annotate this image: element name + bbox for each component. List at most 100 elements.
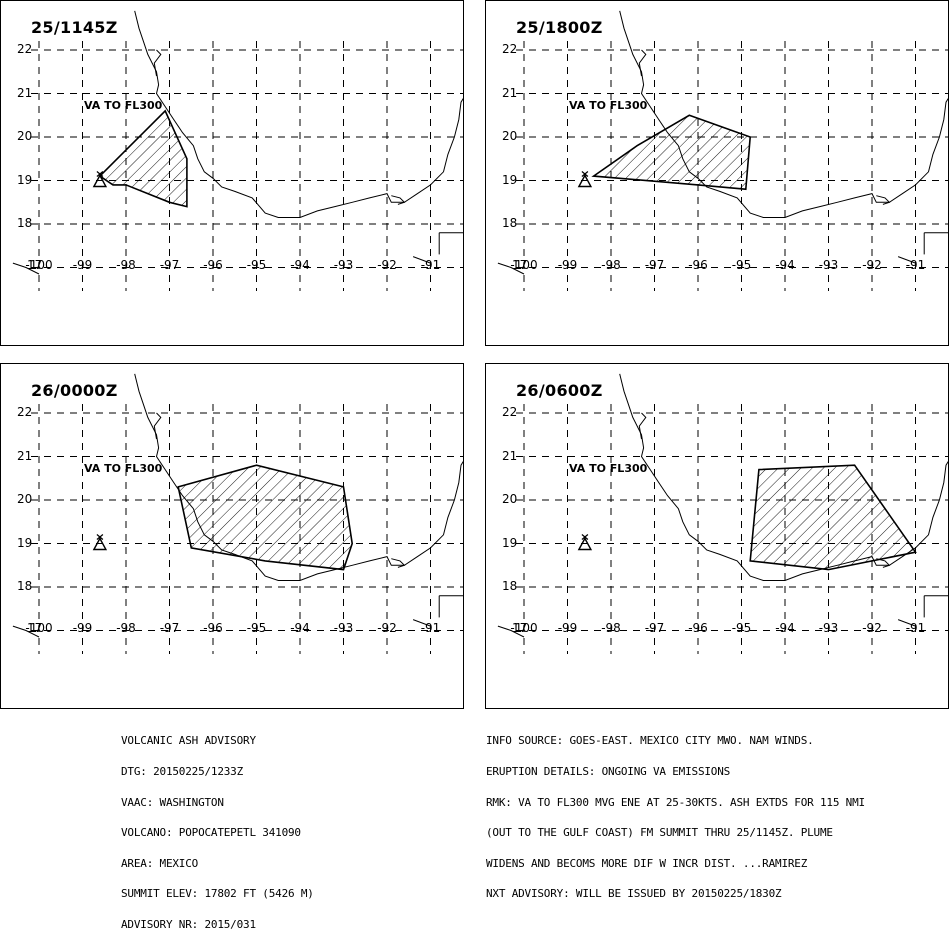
advisory-remarks-block: INFO SOURCE: GOES-EAST. MEXICO CITY MWO.…: [486, 716, 865, 910]
longitude-label: -98: [601, 258, 621, 272]
coastline: [497, 262, 525, 275]
longitude-label: -99: [72, 621, 93, 635]
longitude-label: -99: [557, 258, 578, 272]
latitude-label: 21: [502, 85, 518, 100]
forecast-map: [497, 373, 948, 654]
ash-height-label: VA TO FL300: [84, 99, 163, 112]
longitude-label: -98: [601, 621, 621, 635]
advisory-line: VAAC: WASHINGTON: [121, 795, 224, 809]
longitude-label: -96: [203, 621, 223, 635]
latitude-label: 18: [502, 579, 518, 593]
latitude-label: 19: [502, 172, 518, 187]
coastline: [12, 262, 40, 275]
ash-cloud-polygon: [177, 464, 354, 571]
latitude-label: 22: [17, 405, 33, 419]
graticule: [516, 404, 948, 654]
longitude-label: -99: [557, 621, 578, 635]
forecast-panel: 25/1800Z VA TO FL300 22 21 20 19 18 17 -100 -99 -9…: [485, 0, 949, 346]
longitude-label: -93: [333, 258, 354, 272]
remarks-line: ERUPTION DETAILS: ONGOING VA EMISSIONS: [486, 765, 731, 779]
coastline: [134, 373, 463, 581]
longitude-label: -91: [420, 621, 441, 635]
latitude-label: 17: [512, 258, 528, 272]
coastline: [412, 619, 431, 627]
ash-cloud-polygon: [591, 114, 752, 191]
advisory-line: DTG: 20150225/1233Z: [121, 765, 244, 779]
panel-valid-time: 25/1145Z: [31, 18, 118, 37]
panel-valid-time: 26/0000Z: [31, 381, 118, 400]
latitude-label: 18: [17, 216, 33, 230]
coastline: [619, 10, 948, 218]
graticule: [516, 41, 948, 291]
coastline: [876, 195, 891, 205]
graticule: [31, 404, 463, 654]
latitude-label: 19: [17, 535, 33, 550]
graticule: [31, 41, 463, 291]
ash-height-label: VA TO FL300: [84, 462, 163, 475]
coastline: [12, 625, 40, 638]
latitude-label: 21: [17, 448, 33, 463]
volcano-icon: [92, 171, 108, 188]
longitude-label: -100: [25, 621, 53, 635]
advisory-line: AREA: MEXICO: [121, 856, 199, 870]
longitude-label: -96: [203, 258, 223, 272]
longitude-label: -92: [862, 258, 882, 272]
longitude-label: -95: [731, 621, 752, 635]
longitude-label: -95: [731, 258, 752, 272]
coastline: [153, 412, 162, 440]
latitude-label: 20: [502, 129, 518, 143]
remarks-line: NXT ADVISORY: WILL BE ISSUED BY 20150225…: [486, 887, 782, 901]
ash-cloud-polygon: [749, 464, 917, 571]
ash-height-label: VA TO FL300: [569, 462, 648, 475]
latitude-label: 21: [502, 448, 518, 463]
coastline: [897, 256, 916, 264]
longitude-label: -93: [333, 621, 354, 635]
latitude-label: 17: [27, 621, 43, 635]
longitude-label: -92: [377, 258, 397, 272]
forecast-panel: 26/0000Z VA TO FL300 22 21 20 19 18 17 -100 -99 -9…: [0, 363, 464, 709]
longitude-label: -91: [905, 258, 926, 272]
forecast-panel: 26/0600Z VA TO FL300 22 21 20 19 18 17 -100 -99 -9…: [485, 363, 949, 709]
latitude-label: 20: [17, 129, 33, 143]
longitude-label: -96: [688, 621, 708, 635]
coastline: [638, 412, 647, 440]
coastline: [638, 49, 647, 77]
latitude-label: 20: [502, 492, 518, 506]
longitude-label: -96: [688, 258, 708, 272]
coastline: [497, 625, 525, 638]
advisory-line: VOLCANO: POPOCATEPETL 341090: [121, 826, 301, 840]
coastline: [391, 195, 406, 205]
longitude-label: -92: [377, 621, 397, 635]
coastline: [134, 10, 463, 218]
longitude-label: -97: [159, 258, 180, 272]
ash-height-label: VA TO FL300: [569, 99, 648, 112]
longitude-label: -97: [159, 621, 180, 635]
longitude-label: -100: [510, 621, 538, 635]
remarks-line: (OUT TO THE GULF COAST) FM SUMMIT THRU 2…: [486, 826, 833, 840]
advisory-line: SUMMIT ELEV: 17802 FT (5426 M): [121, 887, 314, 901]
remarks-line: INFO SOURCE: GOES-EAST. MEXICO CITY MWO.…: [486, 734, 814, 748]
longitude-label: -99: [72, 258, 93, 272]
coastline: [412, 256, 431, 264]
forecast-map: [497, 10, 948, 291]
advisory-line: VOLCANIC ASH ADVISORY: [121, 734, 256, 748]
latitude-label: 20: [17, 492, 33, 506]
coastline: [391, 558, 406, 568]
longitude-label: -95: [246, 258, 267, 272]
longitude-label: -100: [25, 258, 53, 272]
latitude-label: 22: [502, 405, 518, 419]
coastline: [897, 619, 916, 627]
forecast-map: [12, 373, 463, 654]
volcano-icon: [577, 534, 593, 551]
volcano-icon: [577, 171, 593, 188]
latitude-label: 19: [502, 535, 518, 550]
volcano-icon: [92, 534, 108, 551]
coastline: [153, 49, 162, 77]
longitude-label: -98: [116, 621, 136, 635]
latitude-label: 17: [512, 621, 528, 635]
latitude-label: 21: [17, 85, 33, 100]
forecast-map: [12, 10, 463, 291]
longitude-label: -92: [862, 621, 882, 635]
longitude-label: -93: [818, 621, 839, 635]
latitude-label: 22: [502, 42, 518, 56]
